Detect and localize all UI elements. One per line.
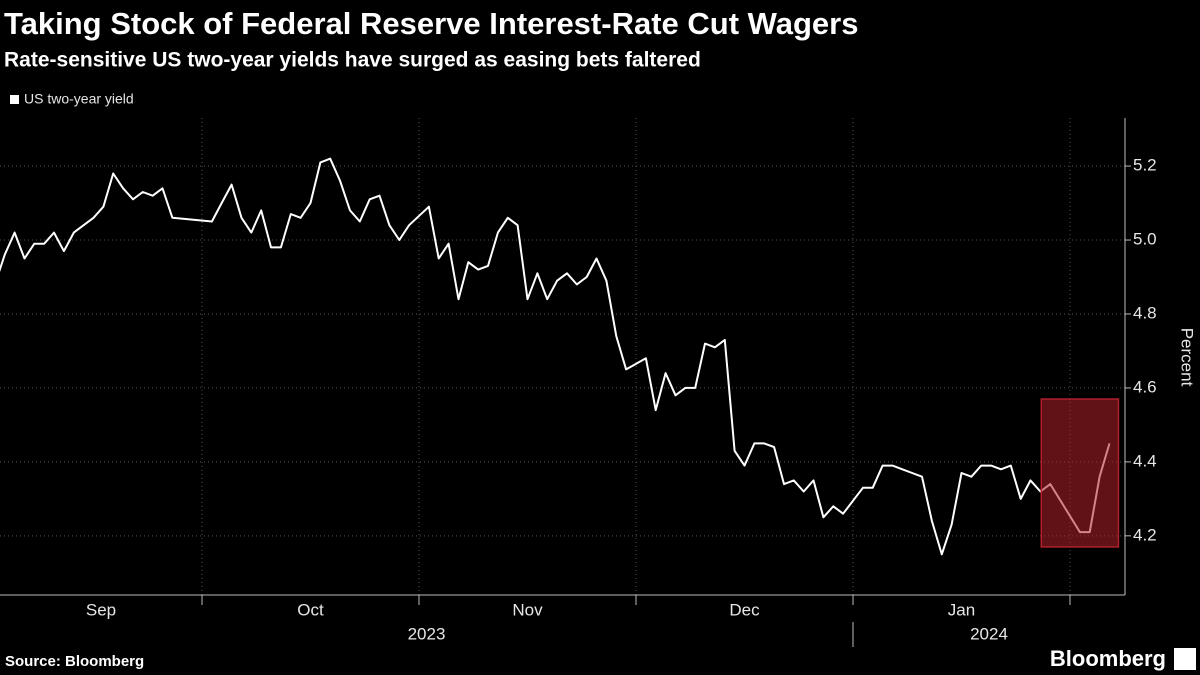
chart-subtitle: Rate-sensitive US two-year yields have s… (4, 49, 701, 72)
y-tick-label: 4.6 (1133, 377, 1157, 396)
y-tick-label: 5.0 (1133, 230, 1157, 249)
y-tick-label: 4.4 (1133, 451, 1157, 470)
logo: Bloomberg (1050, 646, 1166, 671)
x-tick-label: Jan (948, 600, 975, 619)
x-tick-label: Nov (512, 600, 543, 619)
chart-title: Taking Stock of Federal Reserve Interest… (4, 6, 858, 41)
y-tick-label: 4.8 (1133, 303, 1157, 322)
year-label: 2024 (970, 624, 1008, 643)
year-label: 2023 (408, 624, 446, 643)
x-tick-label: Sep (86, 600, 116, 619)
y-axis-label: Percent (1178, 328, 1197, 387)
x-tick-label: Oct (297, 600, 324, 619)
x-tick-label: Dec (729, 600, 760, 619)
legend-label: US two-year yield (24, 91, 134, 107)
y-tick-label: 4.2 (1133, 525, 1157, 544)
logo-icon (1174, 648, 1196, 670)
source: Source: Bloomberg (5, 653, 144, 670)
highlight-box (1040, 398, 1120, 548)
plot-area: 4.2 4.4 4.6 4.8 5.0 5.2 Sep Oct Nov Dec Jan 2023 202… (0, 118, 1157, 647)
series-line (0, 157, 1111, 556)
y-tick-label: 5.2 (1133, 156, 1157, 175)
legend-swatch (10, 95, 19, 104)
